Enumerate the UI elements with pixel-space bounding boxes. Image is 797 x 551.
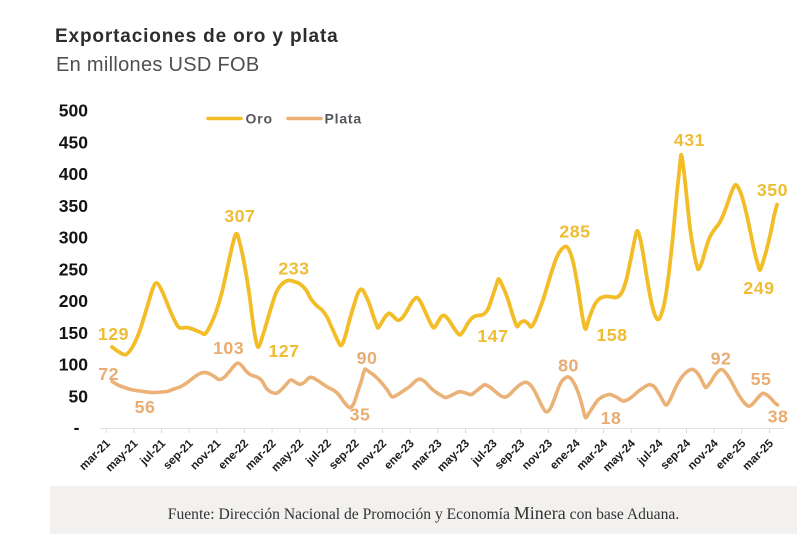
svg-text:285: 285 — [559, 222, 590, 242]
svg-text:18: 18 — [601, 408, 622, 428]
svg-text:431: 431 — [674, 130, 705, 150]
svg-text:250: 250 — [59, 259, 88, 279]
svg-text:80: 80 — [558, 356, 579, 376]
svg-text:127: 127 — [268, 341, 299, 361]
svg-text:nov-23: nov-23 — [519, 437, 555, 473]
svg-text:90: 90 — [357, 348, 378, 368]
svg-text:Oro: Oro — [246, 111, 273, 127]
svg-text:38: 38 — [768, 407, 789, 427]
svg-text:350: 350 — [757, 180, 788, 200]
svg-text:72: 72 — [98, 364, 119, 384]
svg-text:56: 56 — [135, 397, 156, 417]
svg-text:307: 307 — [224, 206, 255, 226]
svg-text:158: 158 — [596, 325, 627, 345]
svg-text:500: 500 — [59, 101, 88, 121]
svg-text:50: 50 — [69, 386, 89, 406]
svg-text:400: 400 — [59, 164, 88, 184]
svg-text:129: 129 — [98, 324, 129, 344]
svg-text:450: 450 — [59, 132, 88, 152]
svg-text:Plata: Plata — [325, 111, 362, 127]
svg-text:233: 233 — [278, 258, 309, 278]
svg-text:350: 350 — [59, 196, 88, 216]
svg-text:300: 300 — [59, 228, 88, 248]
svg-text:35: 35 — [350, 405, 371, 425]
svg-text:103: 103 — [213, 338, 244, 358]
svg-text:nov-21: nov-21 — [188, 437, 224, 473]
svg-text:55: 55 — [751, 369, 772, 389]
svg-text:249: 249 — [743, 278, 774, 298]
svg-text:-: - — [74, 418, 80, 438]
svg-text:147: 147 — [477, 326, 508, 346]
svg-text:92: 92 — [711, 349, 732, 369]
svg-text:200: 200 — [59, 291, 88, 311]
svg-text:nov-22: nov-22 — [354, 437, 390, 473]
svg-text:nov-24: nov-24 — [685, 437, 721, 473]
svg-text:100: 100 — [59, 355, 88, 375]
svg-text:150: 150 — [59, 323, 88, 343]
svg-text:mar-25: mar-25 — [740, 437, 776, 473]
